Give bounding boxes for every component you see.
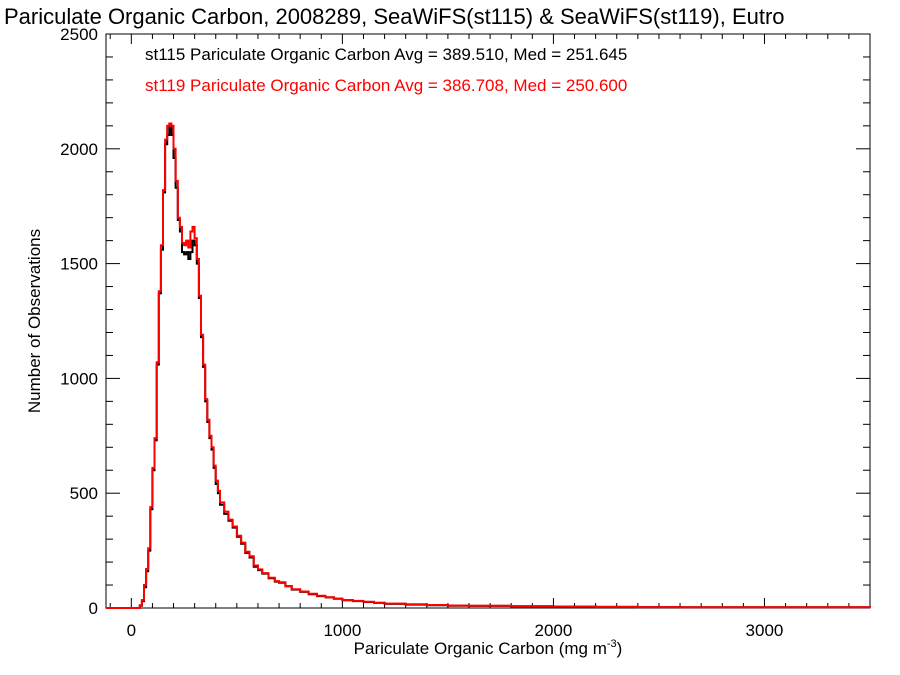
y-tick-label: 2000: [60, 140, 98, 159]
series-line-st115: [106, 124, 871, 609]
y-axis: 0 500 1000 1500 2000 2500: [60, 25, 870, 618]
chart-title: Pariculate Organic Carbon, 2008289, SeaW…: [4, 4, 785, 29]
x-tick-label: 3000: [746, 621, 784, 640]
x-axis: 0 1000 2000 3000: [109, 34, 871, 640]
y-axis-title: Number of Observations: [25, 229, 44, 413]
x-axis-title-main: Pariculate Organic Carbon (mg m: [354, 639, 607, 658]
legend-st119: st119 Pariculate Organic Carbon Avg = 38…: [145, 76, 627, 95]
x-tick-label: 0: [127, 621, 136, 640]
y-tick-label: 2500: [60, 25, 98, 44]
x-tick-label: 1000: [323, 621, 361, 640]
x-axis-title: Pariculate Organic Carbon (mg m-3): [354, 638, 623, 658]
y-tick-label: 0: [89, 599, 98, 618]
x-tick-label: 2000: [535, 621, 573, 640]
x-axis-title-sup: -3: [607, 638, 617, 650]
y-tick-label: 1500: [60, 255, 98, 274]
legend-st115: st115 Pariculate Organic Carbon Avg = 38…: [145, 45, 627, 64]
x-axis-title-close: ): [617, 639, 623, 658]
series-group: [106, 122, 871, 609]
series-line-st119: [106, 122, 871, 609]
y-tick-label: 1000: [60, 369, 98, 388]
plot-frame: [105, 33, 871, 609]
y-tick-label: 500: [70, 484, 98, 503]
